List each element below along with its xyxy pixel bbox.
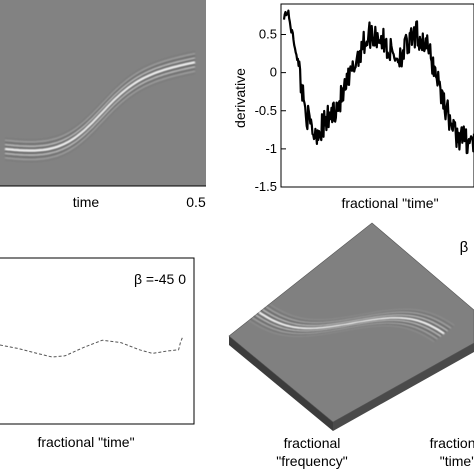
derivative-series-line [282,9,474,155]
derivative-y-label: derivative [232,68,248,128]
surface-ridge-fringe [248,319,435,343]
surface-ridge-fringe [260,310,447,333]
beta-curve-plot-area [0,257,195,425]
surface-right-side [333,343,474,431]
tf-ridge-fringe [4,64,196,154]
tf-ridge-fringe [4,68,196,158]
surface-beta-annotation: β [460,239,469,256]
tf-x-tick-label: 0.5 [186,194,206,210]
tf-ridge-fringe [4,59,196,150]
tf-ridge-fringe [4,50,196,141]
tf-image-panel: time 0.5 [0,0,206,210]
beta-annotation: β =-45 0 [134,271,186,287]
tf-ridge-fringe [4,66,196,156]
surface-y-label-line2: "time" [440,453,474,469]
derivative-y-tick-label: -1 [265,141,277,156]
surface-ridge-fringe [252,317,438,340]
derivative-y-tick-label: 0.5 [259,27,277,42]
beta-curve-series-line [0,337,183,358]
beta-curve-x-label: fractional "time" [37,434,134,450]
surface-ridge [248,303,455,343]
tf-ridge-fringe [4,55,196,145]
surface-ridge-fringe [258,311,445,335]
surface-x-label-line2: "frequency" [276,453,347,469]
surface-ridge-fringe [265,306,452,329]
tf-image-background [0,0,206,186]
surface-ridge-fringe [253,315,440,339]
tf-ridge [4,50,196,163]
surface-3d-panel: β fractional "frequency" fractional "tim… [228,222,474,469]
surface-ridge-fringe [267,304,453,328]
derivative-y-tick-label: -1.5 [255,179,277,194]
derivative-y-ticks: 0.5 0 -0.5 -1 -1.5 [255,27,286,194]
tf-x-label: time [73,194,100,210]
surface-ridge-fringe [269,303,455,326]
surface-y-label-line1: fractional [430,435,474,451]
tf-ridge-fringe [4,53,196,143]
derivative-panel: 0.5 0 -0.5 -1 -1.5 derivative fractional "ti… [232,3,474,211]
derivative-x-label: fractional "time" [341,195,438,211]
surface-ridge-fringe [250,318,437,341]
tf-ridge-fringe [4,61,196,152]
surface-ridge-fringe [264,307,450,331]
surface-left-side [229,336,333,431]
tf-ridge-fringe [4,72,196,163]
tf-ridge-fringe [4,57,196,147]
tf-ridge-fringe [4,70,196,161]
surface-ridge-fringe [255,314,442,337]
derivative-y-tick-label: -0.5 [255,103,277,118]
beta-curve-panel: β =-45 0 fractional "time" [0,257,195,450]
derivative-y-tick-label: 0 [270,65,277,80]
surface-ridge-fringe [262,309,448,332]
surface-x-label-line1: fractional [284,435,341,451]
